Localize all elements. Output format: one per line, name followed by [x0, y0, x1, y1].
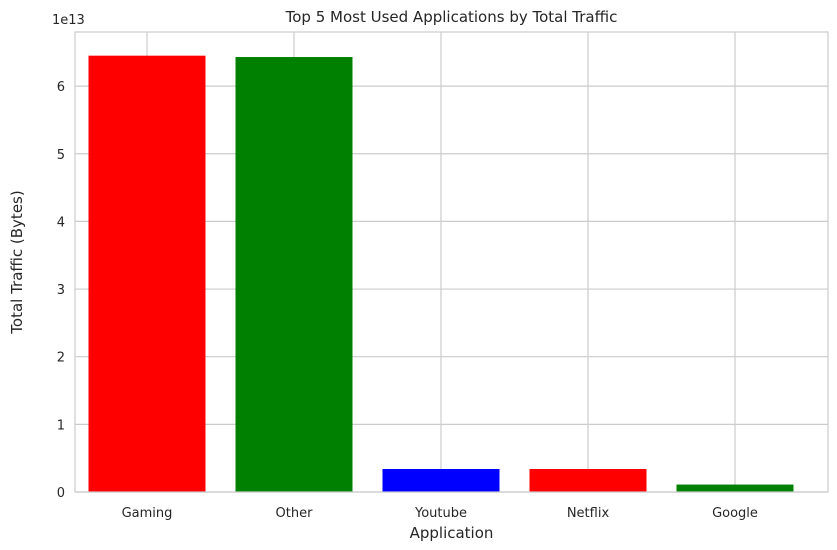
x-tick-layer: Gaming Other Youtube Netflix Google: [122, 506, 758, 521]
y-tick-label: 0: [57, 486, 65, 501]
y-tick-label: 6: [57, 80, 65, 95]
x-tick-label: Other: [276, 506, 314, 521]
y-tick-label: 2: [57, 351, 65, 366]
x-tick-label: Gaming: [122, 506, 173, 521]
bar-netflix: [529, 469, 647, 492]
x-axis-label: Application: [410, 524, 494, 542]
x-tick-label: Google: [712, 506, 758, 521]
bar-gaming: [88, 55, 206, 492]
x-tick-label: Youtube: [414, 506, 467, 521]
x-tick-label: Netflix: [567, 506, 610, 521]
y-axis-label: Total Traffic (Bytes): [8, 190, 26, 334]
y-tick-label: 1: [57, 418, 65, 433]
y-axis-offset-label: 1e13: [52, 13, 85, 28]
y-tick-label: 3: [57, 283, 65, 298]
chart-title: Top 5 Most Used Applications by Total Tr…: [285, 8, 618, 26]
y-tick-label: 5: [57, 148, 65, 163]
bar-google: [676, 484, 794, 492]
y-tick-label: 4: [57, 215, 65, 230]
y-tick-layer: 0 1 2 3 4 5 6: [57, 80, 65, 501]
bar-other: [235, 57, 353, 492]
bar-layer: [88, 55, 794, 492]
bar-youtube: [382, 469, 500, 492]
plot-frame: [74, 31, 829, 493]
